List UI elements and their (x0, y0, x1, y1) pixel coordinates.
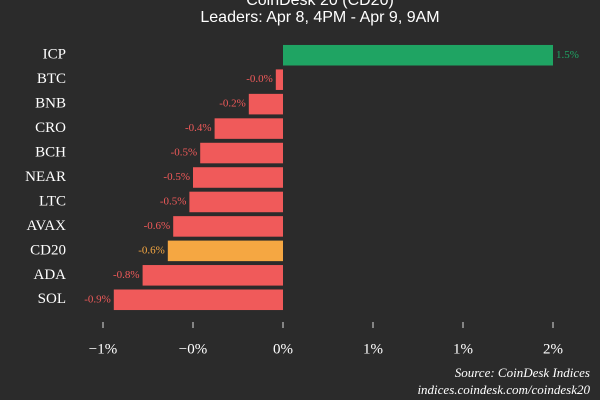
x-tick-label: 1% (363, 341, 383, 357)
x-tick-label: 0% (273, 341, 293, 357)
y-tick-label: SOL (38, 291, 66, 307)
bar (193, 167, 283, 188)
x-tick-label: −1% (89, 341, 117, 357)
value-label: -0.5% (163, 171, 190, 183)
y-tick-label: CD20 (30, 242, 66, 258)
y-tick-label: AVAX (27, 218, 67, 234)
bar (173, 216, 283, 237)
bar (200, 142, 283, 164)
y-tick-label: ICP (43, 47, 66, 63)
value-label: -0.2% (219, 98, 246, 110)
bar (113, 289, 283, 311)
y-tick-label: BCH (35, 144, 66, 160)
y-tick-label: BTC (37, 71, 66, 87)
bar (214, 118, 283, 139)
y-tick-label: CRO (35, 120, 66, 136)
value-label: -0.4% (185, 122, 212, 134)
x-tick-label: 1% (453, 341, 473, 357)
bar (248, 93, 283, 115)
value-label: -0.5% (160, 195, 187, 207)
source: Source: CoinDesk Indices (455, 365, 590, 380)
value-label: -0.6% (138, 244, 165, 256)
x-tick-label: 2% (543, 341, 563, 357)
y-tick-label: ADA (34, 267, 67, 283)
chart-subtitle: Leaders: Apr 8, 4PM - Apr 9, 9AM (200, 9, 439, 26)
bar (283, 44, 553, 66)
source-url: indices.coindesk.com/coindesk20 (417, 382, 590, 397)
value-label: -0.0% (246, 73, 273, 85)
bar (189, 191, 283, 213)
value-label: 1.5% (556, 49, 579, 61)
bar (275, 69, 283, 90)
y-tick-label: LTC (39, 193, 66, 209)
value-label: -0.9% (84, 293, 111, 305)
bar (167, 240, 283, 262)
x-tick-label: −0% (179, 341, 207, 357)
y-tick-label: BNB (35, 96, 66, 112)
bar (142, 265, 283, 286)
value-label: -0.8% (113, 269, 140, 281)
value-label: -0.6% (144, 220, 171, 232)
y-tick-label: NEAR (25, 169, 66, 185)
value-label: -0.5% (171, 147, 198, 159)
chart-title: CoinDesk 20 (CD20) (246, 0, 394, 9)
